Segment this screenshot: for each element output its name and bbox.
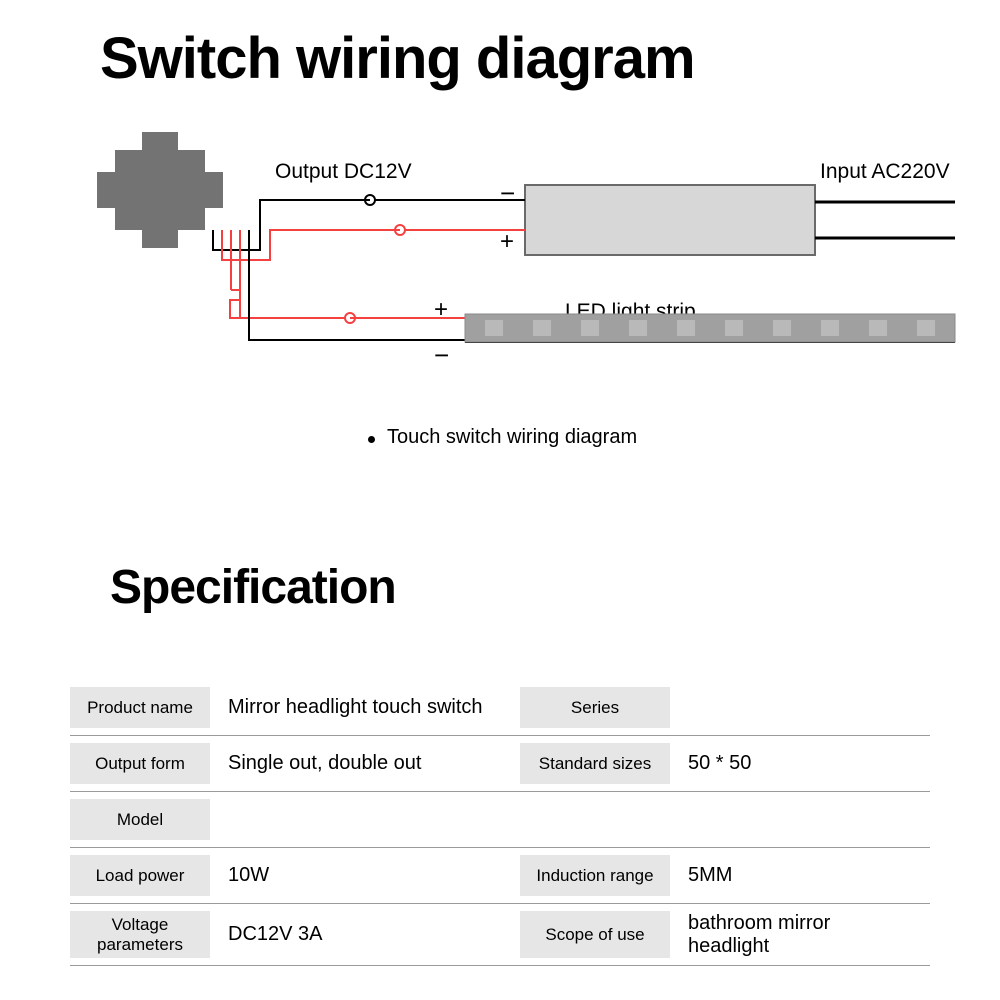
spec-header: Voltage parameters bbox=[70, 911, 210, 958]
switch-box-icon bbox=[97, 132, 223, 248]
table-row: Load power 10W Induction range 5MM bbox=[70, 848, 930, 904]
spec-value: DC12V 3A bbox=[210, 904, 520, 965]
spec-value bbox=[670, 680, 930, 735]
spec-header: Standard sizes bbox=[520, 743, 670, 784]
spec-header: Model bbox=[70, 799, 210, 840]
spec-header: Scope of use bbox=[520, 911, 670, 958]
spec-value: 5MM bbox=[670, 848, 930, 903]
table-row: Product name Mirror headlight touch swit… bbox=[70, 680, 930, 736]
spec-value: 10W bbox=[210, 848, 520, 903]
spec-header: Product name bbox=[70, 687, 210, 728]
spec-value: Single out, double out bbox=[210, 736, 520, 791]
spec-header: Series bbox=[520, 687, 670, 728]
table-row: Output form Single out, double out Stand… bbox=[70, 736, 930, 792]
table-row: Model bbox=[70, 792, 930, 848]
table-row: Voltage parameters DC12V 3A Scope of use… bbox=[70, 904, 930, 966]
wiring-diagram bbox=[0, 0, 1000, 480]
spec-header: Load power bbox=[70, 855, 210, 896]
power-adapter-box bbox=[525, 185, 815, 255]
spec-title: Specification bbox=[110, 560, 396, 615]
led-strip-icon bbox=[465, 314, 955, 342]
spec-table: Product name Mirror headlight touch swit… bbox=[70, 680, 930, 966]
spec-value: Mirror headlight touch switch bbox=[210, 680, 520, 735]
spec-header: Induction range bbox=[520, 855, 670, 896]
spec-value bbox=[210, 792, 520, 847]
spec-header: Output form bbox=[70, 743, 210, 784]
spec-value: 50 * 50 bbox=[670, 736, 930, 791]
spec-value: bathroom mirror headlight bbox=[670, 904, 930, 965]
